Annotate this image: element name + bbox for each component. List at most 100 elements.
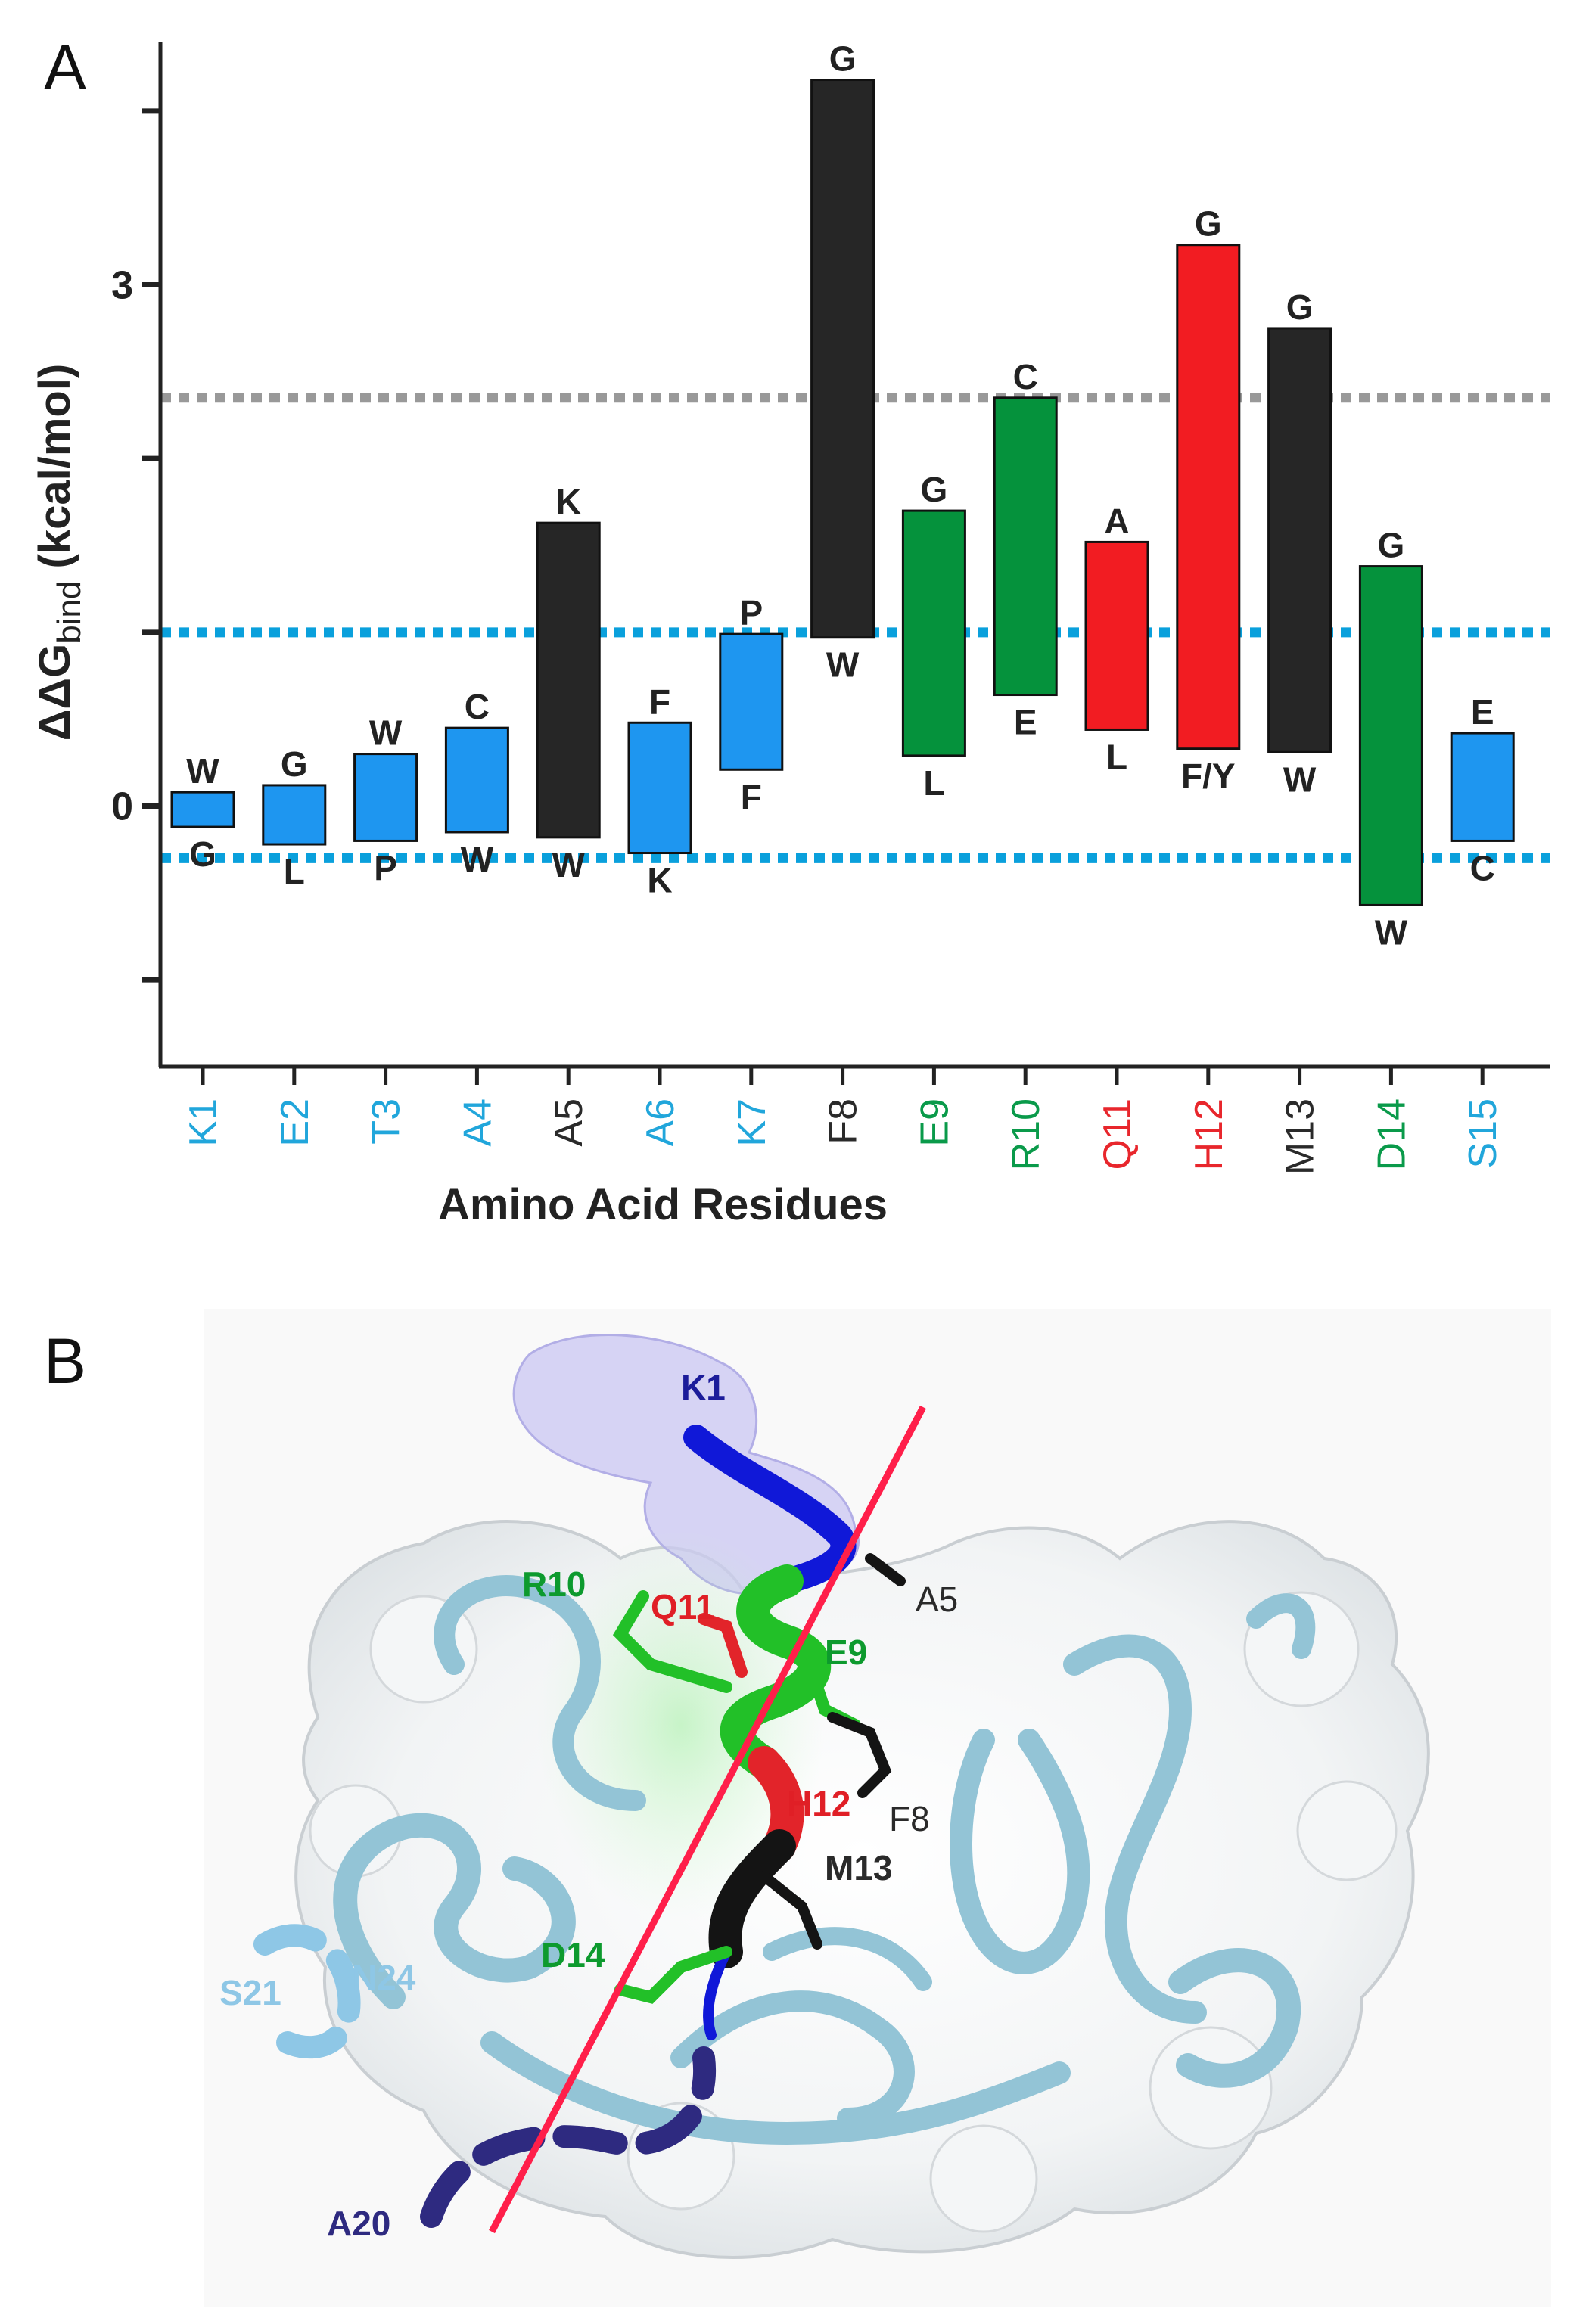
- bar-top-label-m13: G: [1286, 287, 1314, 327]
- bar-labels: W G G L W P C W K W F K P F G W G L C E A L G F/Y G W G W E C: [186, 39, 1495, 952]
- bar-d14: [1358, 565, 1423, 906]
- bar-bottom-label-k1: G: [189, 834, 216, 874]
- bar-top-label-f8: G: [829, 39, 857, 79]
- bar-bottom-label-f8: W: [826, 645, 860, 685]
- bar-top-label-k7: P: [739, 593, 763, 632]
- x-tick-label-r10: R10: [1004, 1098, 1048, 1170]
- x-tick-label-e2: E2: [273, 1098, 317, 1147]
- bar-bottom-label-e2: L: [284, 852, 305, 891]
- bar-r10: [993, 396, 1058, 697]
- residue-label-a20: A20: [327, 2204, 390, 2243]
- x-tick-label-a4: A4: [456, 1098, 499, 1147]
- y-tick-label-3: 3: [111, 264, 133, 308]
- panel-letter-b: B: [44, 1325, 86, 1397]
- ddg-bar-chart: A 03 K1 E2 T3 A4 A5 A6 K7 F8 E9 R10 Q11 H12 M13 D14 S1…: [30, 32, 1550, 1229]
- a20-dashed-arc: [420, 2046, 717, 2228]
- peptide-ribbon-black: [708, 1829, 796, 1968]
- x-tick-label-h12: H12: [1187, 1098, 1231, 1170]
- bar-top-label-s15: E: [1471, 692, 1494, 732]
- bar-h12: [1176, 244, 1241, 750]
- x-tick-label-t3: T3: [365, 1098, 409, 1145]
- s21-n24-dashed-arc: [253, 1924, 361, 2059]
- x-tick-label-f8: F8: [822, 1098, 866, 1145]
- residue-label-m13: M13: [825, 1848, 892, 1887]
- bars: [170, 79, 1515, 906]
- residue-labels: K1 R10 Q11 A5 E9 H12 F8 M13 D14 S21 N24 …: [219, 1368, 958, 2243]
- structure-background: [204, 1309, 1551, 2307]
- x-tick-label-m13: M13: [1279, 1098, 1323, 1175]
- bar-bottom-label-a6: K: [647, 861, 672, 900]
- bar-a6: [627, 721, 692, 855]
- x-tick-label-a6: A6: [639, 1098, 683, 1147]
- y-axis-title-main: ΔΔG: [30, 644, 79, 741]
- bar-t3: [353, 753, 418, 842]
- bar-top-label-k1: W: [186, 751, 219, 791]
- x-tick-label-k1: K1: [182, 1098, 225, 1147]
- bar-bottom-label-h12: F/Y: [1181, 757, 1236, 796]
- y-axis-title: ΔΔGbind (kcal/mol): [30, 364, 88, 741]
- bar-top-label-a5: K: [556, 482, 581, 521]
- bar-top-label-q11: A: [1104, 501, 1129, 540]
- bar-top-label-h12: G: [1195, 204, 1222, 244]
- bar-bottom-label-a5: W: [552, 845, 585, 884]
- residue-label-r10: R10: [522, 1564, 586, 1604]
- bar-top-label-t3: W: [369, 713, 403, 753]
- bar-bottom-label-t3: P: [374, 848, 397, 887]
- residue-label-s21: S21: [219, 1973, 281, 2012]
- bar-s15: [1450, 732, 1515, 842]
- bar-k1: [170, 791, 235, 828]
- interface-glow: [537, 1528, 825, 1922]
- x-tick-label-q11: Q11: [1096, 1098, 1140, 1170]
- residue-label-k1: K1: [681, 1368, 726, 1407]
- bar-q11: [1084, 540, 1149, 731]
- y-ticks: 03: [111, 108, 160, 983]
- bar-top-label-r10: C: [1013, 357, 1038, 396]
- residue-label-d14: D14: [541, 1935, 605, 1974]
- peptide-surface: [512, 1334, 860, 1595]
- peptide-ribbon-helix: [720, 1564, 832, 1779]
- x-tick-label-k7: K7: [730, 1098, 774, 1147]
- bar-bottom-label-s15: C: [1470, 848, 1495, 887]
- axes: [158, 42, 1550, 1069]
- bar-bottom-label-d14: W: [1375, 912, 1408, 952]
- bar-m13: [1267, 327, 1332, 753]
- bar-f8: [810, 79, 875, 639]
- bar-bottom-label-r10: E: [1014, 703, 1037, 742]
- residue-label-e9: E9: [825, 1633, 867, 1672]
- x-ticks: K1 E2 T3 A4 A5 A6 K7 F8 E9 R10 Q11 H12 M13 D14 S15: [182, 1067, 1505, 1175]
- bar-bottom-label-m13: W: [1283, 760, 1317, 799]
- protein-surface: [294, 1520, 1430, 2259]
- panel-letter-a: A: [44, 32, 86, 103]
- bar-e2: [262, 784, 327, 846]
- bar-bottom-label-k7: F: [741, 777, 762, 816]
- bar-e9: [901, 509, 966, 757]
- bar-top-label-a4: C: [465, 687, 490, 726]
- side-chains: [612, 1553, 906, 2004]
- bar-top-label-e9: G: [921, 470, 948, 509]
- bar-bottom-label-a4: W: [461, 840, 494, 879]
- residue-label-q11: Q11: [651, 1587, 714, 1626]
- x-tick-label-a5: A5: [547, 1098, 591, 1147]
- residue-label-h12: H12: [787, 1784, 850, 1823]
- bar-top-label-e2: G: [281, 744, 308, 784]
- peptide-ribbon-n-term: [683, 1425, 857, 1594]
- receptor-ribbons: [333, 1575, 1316, 2145]
- x-tick-label-e9: E9: [913, 1098, 956, 1147]
- bar-top-label-d14: G: [1378, 526, 1405, 565]
- bar-bottom-label-q11: L: [1106, 737, 1127, 776]
- bar-top-label-a6: F: [649, 682, 670, 721]
- y-axis-title-units: (kcal/mol): [30, 364, 79, 581]
- residue-label-a5: A5: [916, 1580, 958, 1619]
- peptide-ribbon-red: [748, 1746, 804, 1863]
- x-axis-title: Amino Acid Residues: [438, 1180, 888, 1229]
- bar-k7: [719, 632, 784, 771]
- x-tick-label-d14: D14: [1370, 1098, 1413, 1170]
- y-tick-label-0: 0: [111, 785, 133, 829]
- residue-label-n24: N24: [352, 1958, 416, 1997]
- y-axis-title-subscript: bind: [51, 581, 88, 644]
- helix-axis-line: [489, 1405, 926, 2234]
- bar-a4: [444, 726, 509, 834]
- peptide-ribbon-c-term: [703, 1947, 732, 2040]
- bar-a5: [536, 521, 601, 839]
- x-tick-label-s15: S15: [1461, 1098, 1505, 1169]
